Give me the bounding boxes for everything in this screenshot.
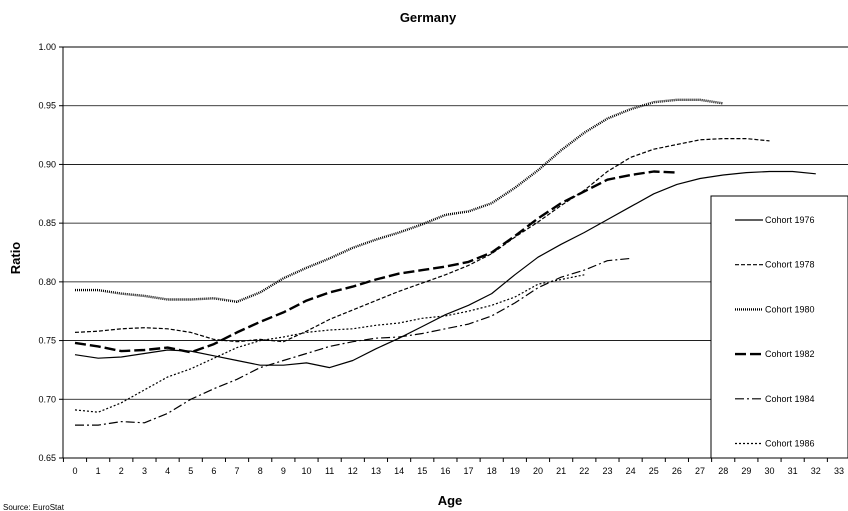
y-tick-label: 0.70	[38, 394, 56, 404]
legend-box	[710, 195, 848, 459]
x-tick-label: 6	[211, 466, 216, 476]
legend: Cohort 1976 Cohort 1978 Cohort 1980 Cohort …	[710, 195, 848, 459]
x-tick-label: 12	[348, 466, 358, 476]
x-tick-label: 33	[834, 466, 844, 476]
y-tick-label: 1.00	[38, 42, 56, 52]
x-tick-label: 10	[301, 466, 311, 476]
x-tick-label: 21	[556, 466, 566, 476]
x-tick-label: 32	[811, 466, 821, 476]
x-tick-label: 8	[258, 466, 263, 476]
y-tick-label: 0.90	[38, 159, 56, 169]
y-tick-label: 0.80	[38, 277, 56, 287]
series-line-1	[74, 170, 816, 369]
legend-label: Cohort 1976	[765, 215, 815, 225]
y-tick-label: 0.65	[38, 453, 56, 463]
x-axis-ticks: 0 1 2 3 4 5 6 7 8 9 10 11 12 13 14 15 16 17 18 19 20 21 22 23 24…	[72, 466, 843, 476]
x-tick-label: 27	[695, 466, 705, 476]
y-tick-label: 0.95	[38, 101, 56, 111]
x-tick-label: 14	[394, 466, 404, 476]
x-tick-label: 22	[579, 466, 589, 476]
x-tick-label: 3	[142, 466, 147, 476]
legend-label: Cohort 1984	[765, 394, 815, 404]
y-tick-label: 0.75	[38, 336, 56, 346]
series-line-4	[74, 170, 677, 354]
x-tick-label: 16	[440, 466, 450, 476]
series-line-5	[75, 257, 631, 426]
x-tick-label: 17	[464, 466, 474, 476]
x-tick-label: 31	[788, 466, 798, 476]
y-axis-title: Ratio	[8, 242, 23, 275]
x-tick-label: 5	[188, 466, 193, 476]
y-axis-ticks: 0.65 0.70 0.75 0.80 0.85 0.90 0.95 1.00	[38, 42, 56, 463]
x-tick-label: 24	[626, 466, 636, 476]
x-tick-label: 1	[96, 466, 101, 476]
legend-label: Cohort 1978	[765, 260, 815, 270]
x-tick-label: 19	[510, 466, 520, 476]
x-tick-label: 28	[718, 466, 728, 476]
series-lines	[74, 98, 816, 426]
x-tick-label: 20	[533, 466, 543, 476]
x-tick-label: 18	[487, 466, 497, 476]
chart-title: Germany	[400, 10, 457, 25]
legend-label: Cohort 1982	[765, 349, 815, 359]
y-tick-label: 0.85	[38, 218, 56, 228]
x-tick-label: 15	[417, 466, 427, 476]
x-tick-label: 23	[602, 466, 612, 476]
x-axis-title: Age	[438, 493, 463, 508]
x-tick-label: 26	[672, 466, 682, 476]
x-tick-label: 11	[325, 466, 334, 476]
x-tick-label: 13	[371, 466, 381, 476]
x-tick-label: 2	[119, 466, 124, 476]
series-line-2	[74, 138, 770, 343]
series-line-3	[75, 98, 724, 303]
x-tick-label: 9	[281, 466, 286, 476]
legend-label: Cohort 1986	[765, 439, 815, 449]
x-tick-label: 0	[72, 466, 77, 476]
x-tick-label: 4	[165, 466, 170, 476]
source-note: Source: EuroStat	[3, 503, 65, 511]
x-tick-label: 7	[235, 466, 240, 476]
x-tick-label: 25	[649, 466, 659, 476]
x-tick-label: 30	[764, 466, 774, 476]
series-line-6	[74, 274, 585, 413]
legend-label: Cohort 1980	[765, 304, 815, 314]
x-tick-label: 29	[741, 466, 751, 476]
